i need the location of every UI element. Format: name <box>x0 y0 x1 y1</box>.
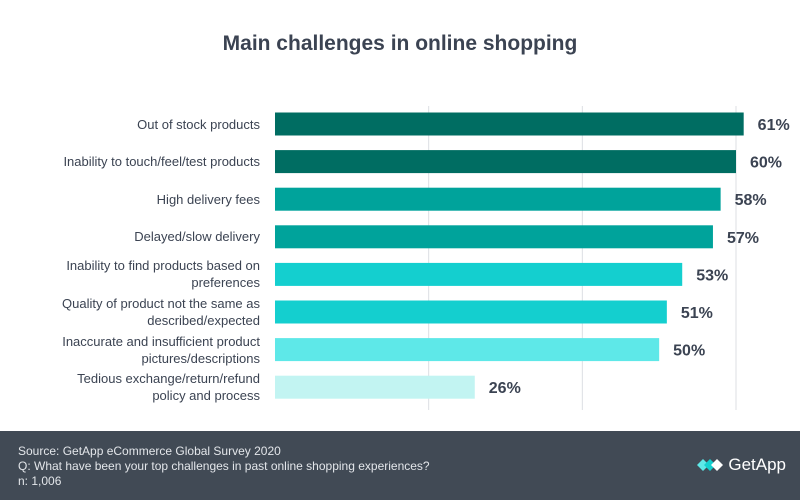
bar-0 <box>275 112 744 136</box>
category-label-6: Inaccurate and insufficient product pictu… <box>10 333 260 367</box>
bar-7 <box>275 375 475 399</box>
bar-6 <box>275 338 660 362</box>
footer-notes: Source: GetApp eCommerce Global Survey 2… <box>18 444 430 489</box>
category-label-4-line-1: preferences <box>191 275 260 291</box>
category-label-4-line-0: Inability to find products based on <box>66 258 260 274</box>
category-label-4: Inability to find products based on prefe… <box>10 257 260 291</box>
category-label-5-line-1: described/expected <box>147 313 260 328</box>
value-label-5: 51% <box>681 305 713 322</box>
category-label-2-line-0: High delivery fees <box>156 191 260 207</box>
chart-title: Main challenges in online shopping <box>222 32 578 55</box>
getapp-logo-icon <box>697 459 724 471</box>
value-label-1: 60% <box>750 155 782 172</box>
bar-3 <box>275 225 713 249</box>
category-label-0-line-0: Out of stock products <box>137 116 260 132</box>
source-note: Source: GetApp eCommerce Global Survey 2… <box>18 444 281 458</box>
category-label-6-line-0: Inaccurate and insufficient product <box>62 333 260 349</box>
bar-5 <box>275 300 667 324</box>
footer: Source: GetApp eCommerce Global Survey 2… <box>0 431 800 500</box>
category-label-3-line-0: Delayed/slow delivery <box>134 229 260 245</box>
value-label-4: 53% <box>696 267 728 284</box>
bar-1 <box>275 150 736 174</box>
category-label-7: Tedious exchange/return/refund policy and… <box>10 370 260 404</box>
category-label-1: Inability to touch/feel/test products <box>10 153 260 170</box>
category-label-7-line-0: Tedious exchange/return/refund <box>77 371 260 387</box>
value-label-3: 57% <box>727 230 759 247</box>
sample-size-note: n: 1,006 <box>18 474 62 488</box>
value-label-7: 26% <box>489 380 521 397</box>
value-label-6: 50% <box>673 343 705 360</box>
getapp-logo-text: GetApp <box>728 455 786 474</box>
category-label-3: Delayed/slow delivery <box>10 228 260 245</box>
category-label-5: Quality of product not the same as descri… <box>10 295 260 329</box>
value-label-2: 58% <box>735 192 767 209</box>
question-note: Q: What have been your top challenges in… <box>18 459 430 473</box>
value-label-0: 61% <box>758 117 790 134</box>
category-label-0: Out of stock products <box>10 116 260 133</box>
category-label-7-line-1: policy and process <box>152 388 260 404</box>
bar-chart: 61% 60% 58% 57% 53% 51% 50% 26% <box>275 106 790 410</box>
category-label-5-line-0: Quality of product not the same as <box>62 296 260 311</box>
category-label-1-line-0: Inability to touch/feel/test products <box>63 154 260 170</box>
bar-4 <box>275 262 683 286</box>
bar-2 <box>275 187 721 211</box>
category-label-6-line-1: pictures/descriptions <box>141 350 261 366</box>
getapp-logo: GetApp <box>697 455 786 475</box>
category-label-2: High delivery fees <box>10 191 260 208</box>
